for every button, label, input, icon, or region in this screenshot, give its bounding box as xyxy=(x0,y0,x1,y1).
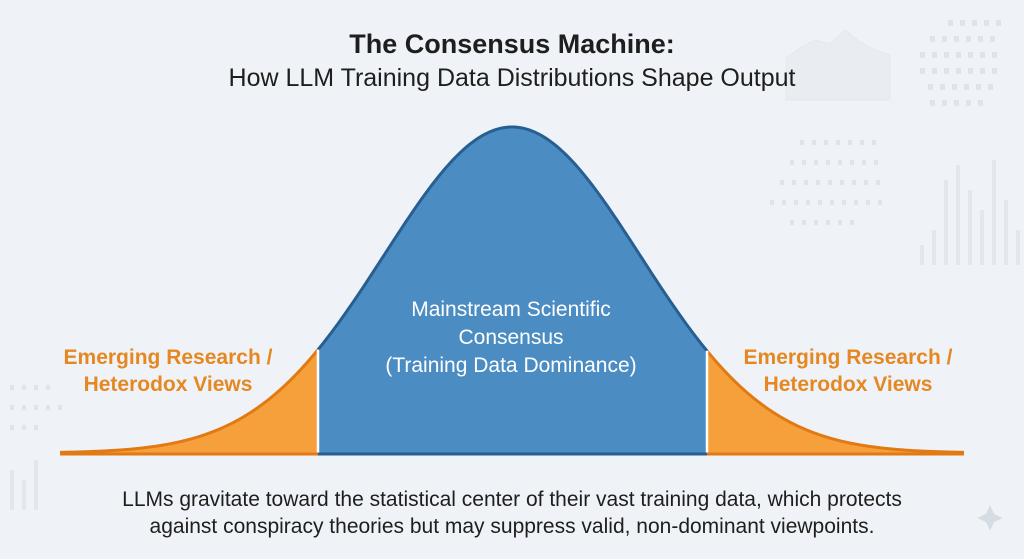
caption-line-1: LLMs gravitate toward the statistical ce… xyxy=(122,488,902,511)
left-tail-outline xyxy=(59,348,320,454)
center-outline xyxy=(316,125,709,352)
decor-area-sketch xyxy=(785,29,891,101)
center-label-line-1: Mainstream Scientific xyxy=(411,298,611,321)
page-subtitle: How LLM Training Data Distributions Shap… xyxy=(228,64,796,92)
left-tail-area xyxy=(60,349,318,453)
center-consensus-area xyxy=(318,127,707,453)
caption: LLMs gravitate toward the statistical ce… xyxy=(0,486,1024,540)
center-label-line-2: Consensus xyxy=(458,326,564,349)
center-region-label: Mainstream Scientific Consensus (Trainin… xyxy=(311,296,711,380)
decor-candle-bars xyxy=(10,160,1020,510)
right-tail-label-line-2: Heterodox Views xyxy=(763,373,933,396)
right-tail-area xyxy=(707,350,964,453)
left-tail-label: Emerging Research / Heterodox Views xyxy=(38,344,298,398)
center-label-line-3: (Training Data Dominance) xyxy=(385,354,637,377)
left-tail-label-line-1: Emerging Research / xyxy=(63,346,273,369)
right-tail-label-line-1: Emerging Research / xyxy=(743,346,953,369)
right-tail-label: Emerging Research / Heterodox Views xyxy=(718,344,978,398)
right-tail-outline xyxy=(705,349,965,454)
caption-line-2: against conspiracy theories but may supp… xyxy=(149,515,875,538)
decor-digit-grid xyxy=(10,20,1001,430)
sparkle-icon xyxy=(977,505,1003,531)
left-tail-label-line-2: Heterodox Views xyxy=(83,373,253,396)
page-title: The Consensus Machine: xyxy=(349,29,675,59)
